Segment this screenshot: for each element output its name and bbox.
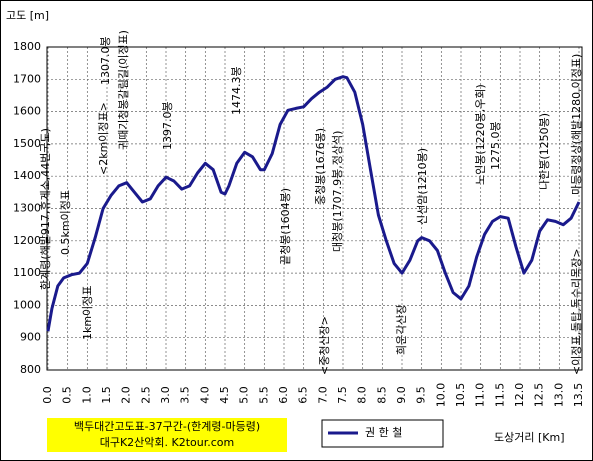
y-tick-label: 1000 <box>13 298 41 311</box>
annotation: 마등령정상(해발1280,이정표) <box>569 54 583 195</box>
y-tick-label: 800 <box>20 363 41 376</box>
y-tick-label: 1600 <box>13 105 41 118</box>
x-tick-label: 1.0 <box>80 386 93 404</box>
x-tick-label: 5.0 <box>238 386 251 404</box>
x-tick-label: 7.0 <box>316 386 329 404</box>
x-tick-label: 4.5 <box>218 386 231 404</box>
x-tick-label: 11.0 <box>474 383 487 408</box>
annotation: 중청봉(1676봉) <box>314 128 327 205</box>
annotation: 노인봉(1220봉,우회) <box>474 84 487 185</box>
y-tick-label: 1400 <box>13 169 41 182</box>
annotation: 1397.0봉 <box>161 101 174 150</box>
annotation: 1474.3봉 <box>230 66 243 115</box>
annotation: <이정표,돌탑,독수리목장> <box>570 248 583 375</box>
x-tick-label: 12.0 <box>513 383 526 408</box>
x-axis-label: 도상거리 [Km] <box>494 431 565 444</box>
y-tick-label: 900 <box>20 331 41 344</box>
y-tick-label: 1100 <box>13 266 41 279</box>
annotation: 나한봉(1250봉) <box>538 113 551 190</box>
y-tick-label: 1500 <box>13 137 41 150</box>
x-tick-label: 10.5 <box>454 383 467 408</box>
x-tick-label: 3.0 <box>159 386 172 404</box>
x-tick-label: 2.0 <box>120 386 133 404</box>
y-axis-label: 고도 [m] <box>6 9 49 22</box>
x-tick-label: 4.0 <box>198 386 211 404</box>
annotation: 끝청봉(1604봉) <box>279 188 292 265</box>
x-tick-label: 6.0 <box>277 386 290 404</box>
x-tick-label: 13.5 <box>572 383 585 408</box>
chart-subtitle: 대구K2산악회. K2tour.com <box>100 436 235 449</box>
x-tick-label: 5.5 <box>257 386 270 404</box>
legend-label: 권 한 철 <box>365 426 402 439</box>
x-tick-label: 3.5 <box>179 386 192 404</box>
annotation: 한계령(해발917,휴게소,44번국도) <box>38 128 52 290</box>
x-tick-label: 8.5 <box>375 386 388 404</box>
x-tick-label: 1.5 <box>100 386 113 404</box>
annotation: 1307.0봉 <box>99 36 112 85</box>
x-tick-label: 8.0 <box>356 386 369 404</box>
plot-border <box>46 46 583 371</box>
x-tick-label: 9.5 <box>415 386 428 404</box>
y-tick-label: 1300 <box>13 202 41 215</box>
x-tick-label: 0.0 <box>41 386 54 404</box>
annotation: <2km이정표> <box>97 102 110 175</box>
annotation: 신선암(1210봉) <box>416 148 429 225</box>
annotation: 희운각산장 <box>395 304 408 355</box>
x-tick-label: 0.5 <box>61 386 74 404</box>
annotation: 대청봉(1707.9봉,정상석) <box>331 131 344 252</box>
annotation: 1km이정표 <box>81 286 94 340</box>
annotation: 귀때기청봉갈림길(이정표) <box>116 30 130 150</box>
x-tick-label: 7.5 <box>336 386 349 404</box>
x-tick-label: 13.0 <box>552 383 565 408</box>
line <box>46 75 581 332</box>
y-tick-label: 1800 <box>13 40 41 53</box>
x-tick-label: 6.5 <box>297 386 310 404</box>
y-tick-label: 1700 <box>13 72 41 85</box>
annotation: <중청산장> <box>318 316 331 375</box>
x-tick-label: 9.0 <box>395 386 408 404</box>
x-tick-label: 10.0 <box>434 383 447 408</box>
x-tick-label: 12.5 <box>533 383 546 408</box>
y-tick-label: 1200 <box>13 234 41 247</box>
annotation: 1275.0봉 <box>489 121 502 170</box>
chart-title: 백두대간고도표-37구간-(한계령-마등령) <box>74 420 260 433</box>
x-tick-label: 11.5 <box>493 383 506 408</box>
x-tick-label: 2.5 <box>139 386 152 404</box>
annotation: 0.5km이정표 <box>59 190 72 255</box>
title-box <box>47 418 287 452</box>
